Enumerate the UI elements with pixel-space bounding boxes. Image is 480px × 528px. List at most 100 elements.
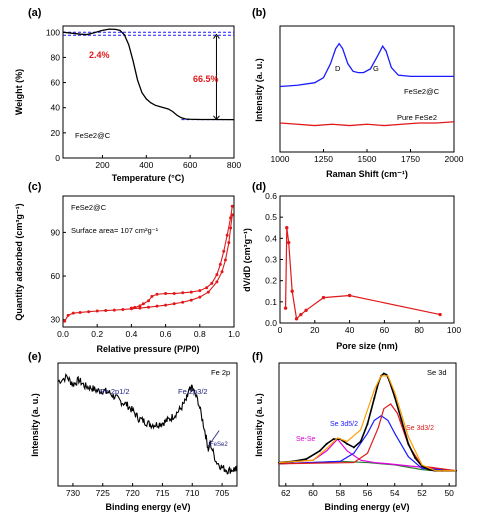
panel-c-xtick-label: 0.8 [194, 329, 206, 339]
panel-c-desorption-point [141, 302, 145, 306]
panel-b-series-label-1: FeSe2@C [404, 87, 440, 96]
panel-d-ytick-label: 0.4 [265, 233, 277, 243]
panel-e-spectrum-line [57, 373, 238, 475]
panel-c-label: (c) [28, 181, 42, 193]
panel-e-peak-label-3: FeSe2 [210, 442, 228, 448]
panel-c-adsorption-point [215, 280, 219, 284]
panel-d-xtick-label: 0 [278, 325, 283, 335]
panel-d-pore-line [284, 227, 441, 321]
panel-c-adsorption-point [223, 258, 227, 262]
panel-d-point [438, 312, 442, 317]
panel-c-desorption-point [164, 292, 168, 296]
panel-a-sample-label: FeSe2@C [75, 131, 111, 140]
panel-c-desorption-point [218, 262, 222, 266]
panel-f-peak-label-1: Se-Se [296, 436, 316, 443]
panel-f-xtick-label: 52 [417, 488, 427, 498]
panel-e-axes: 730 725 720 715 710 705 [66, 483, 229, 498]
panel-a-label: (a) [28, 7, 42, 19]
panel-c-desorption-point [198, 289, 202, 293]
panel-c-desorption-point [189, 290, 193, 294]
panel-c-desorption-point [155, 292, 159, 296]
panel-e-plot [57, 373, 238, 475]
panel-c-desorption-point [229, 216, 233, 220]
panel-a-xtick-label: 600 [183, 160, 197, 170]
panel-e-xtick-label: 715 [155, 488, 169, 498]
panel-f-axes: 62 60 58 56 54 52 50 [281, 483, 454, 498]
panel-e-xtick-label: 730 [66, 488, 80, 498]
panel-c-adsorption-point [229, 226, 233, 230]
panel-f-se-se-line [278, 438, 457, 472]
panel-a-tga-line [62, 28, 235, 121]
panel-d-point [321, 295, 326, 300]
panel-a-ytick-label: 60 [51, 78, 61, 88]
panel-c-adsorption-point [95, 309, 99, 313]
panel-c-desorption-point [147, 299, 150, 303]
panel-b-peak-d: D [335, 64, 341, 73]
panel-d-ytick-label: 0.3 [265, 255, 277, 265]
panel-c: (c) 0.0 0.2 0.4 0.6 0.8 1.0 30 60 90 Quantity ad… [14, 181, 240, 354]
panel-b-plot [279, 42, 455, 127]
panel-c-desorption-point [222, 249, 226, 253]
panel-e-peak-label-1: Fe 2p1/2 [100, 387, 130, 396]
panel-c-adsorption-point [155, 304, 159, 308]
panel-d-plot [283, 226, 442, 321]
panel-d-point [294, 317, 299, 321]
panel-f-se-3d3-2-line [278, 403, 457, 472]
panel-c-desorption-point [210, 281, 214, 285]
panel-d-point [283, 306, 288, 310]
panel-c-desorption-point [129, 306, 133, 310]
panel-c-adsorption-point [164, 303, 168, 307]
panel-c-ylabel: Quantity adsorbed (cm³g⁻¹) [14, 203, 24, 320]
panel-d-xtick-label: 80 [414, 325, 424, 335]
panel-d-point [287, 240, 291, 245]
panel-f-ylabel: Intensity (a. u.) [254, 393, 264, 457]
panel-b: (b) 1000 1250 1500 1750 2000 Intensity (a. u… [252, 7, 464, 179]
panel-d-xlabel: Pore size (nm) [336, 341, 398, 351]
panel-c-desorption-point [138, 304, 142, 308]
panel-c-sample-label: FeSe2@C [71, 203, 107, 212]
panel-c-adsorption-point [104, 309, 108, 313]
panel-b-label: (b) [252, 7, 266, 19]
panel-c-adsorption-point [198, 295, 202, 299]
panel-e-xtick-label: 705 [215, 488, 229, 498]
panel-b-xlabel: Raman Shift (cm⁻¹) [326, 169, 408, 179]
panel-a-ytick-label: 40 [51, 103, 61, 113]
panel-a-arrow-head-bottom [213, 115, 220, 121]
panel-f-fit-line [278, 375, 456, 472]
panel-b-xtick-label: 1250 [314, 154, 333, 164]
panel-f-xtick-label: 56 [363, 488, 373, 498]
panel-c-ytick-label: 30 [51, 315, 61, 325]
panel-c-ytick-label: 60 [51, 271, 61, 281]
panel-a-plot [62, 28, 235, 121]
panel-a-arrow-head-top [213, 33, 220, 39]
panel-c-xtick-label: 0.6 [160, 329, 172, 339]
panel-d-point [347, 293, 352, 298]
panel-c-axes: 0.0 0.2 0.4 0.6 0.8 1.0 30 60 90 [51, 227, 241, 339]
panel-c-adsorption-point [220, 270, 224, 274]
panel-c-desorption-point [181, 291, 185, 295]
panel-f-xtick-label: 54 [390, 488, 400, 498]
panel-f-peak-label-3: Se 3d3/2 [406, 425, 434, 432]
panel-c-adsorption-point [147, 305, 150, 309]
panel-a-annotation-2: 66.5% [193, 74, 219, 84]
panel-f-raw-line [278, 372, 456, 472]
panel-c-xtick-label: 0.4 [125, 329, 137, 339]
panel-a-ytick-label: 0 [55, 153, 60, 163]
panel-c-adsorption-point [189, 298, 193, 302]
panel-e-peak-label-2: Fe 2p3/2 [178, 387, 208, 396]
panel-e-leader-line [208, 430, 220, 447]
panel-a-ytick-label: 80 [51, 52, 61, 62]
panel-d-point [299, 312, 303, 317]
panel-d-ytick-label: 0.0 [265, 318, 277, 328]
panel-c-adsorption-point [66, 313, 70, 317]
panel-c-xtick-label: 0.2 [91, 329, 103, 339]
panel-c-adsorption-point [71, 311, 75, 315]
panel-b-peak-g: G [373, 64, 379, 73]
panel-d-ylabel: dV/dD (cm³g⁻¹) [242, 228, 252, 292]
panel-d-ytick-label: 0.2 [265, 276, 277, 286]
panel-c-desorption-point [133, 305, 137, 309]
panel-c-xlabel: Relative pressure (P/P0) [96, 344, 199, 354]
panel-e-ylabel: Intensity (a. u.) [30, 393, 40, 457]
